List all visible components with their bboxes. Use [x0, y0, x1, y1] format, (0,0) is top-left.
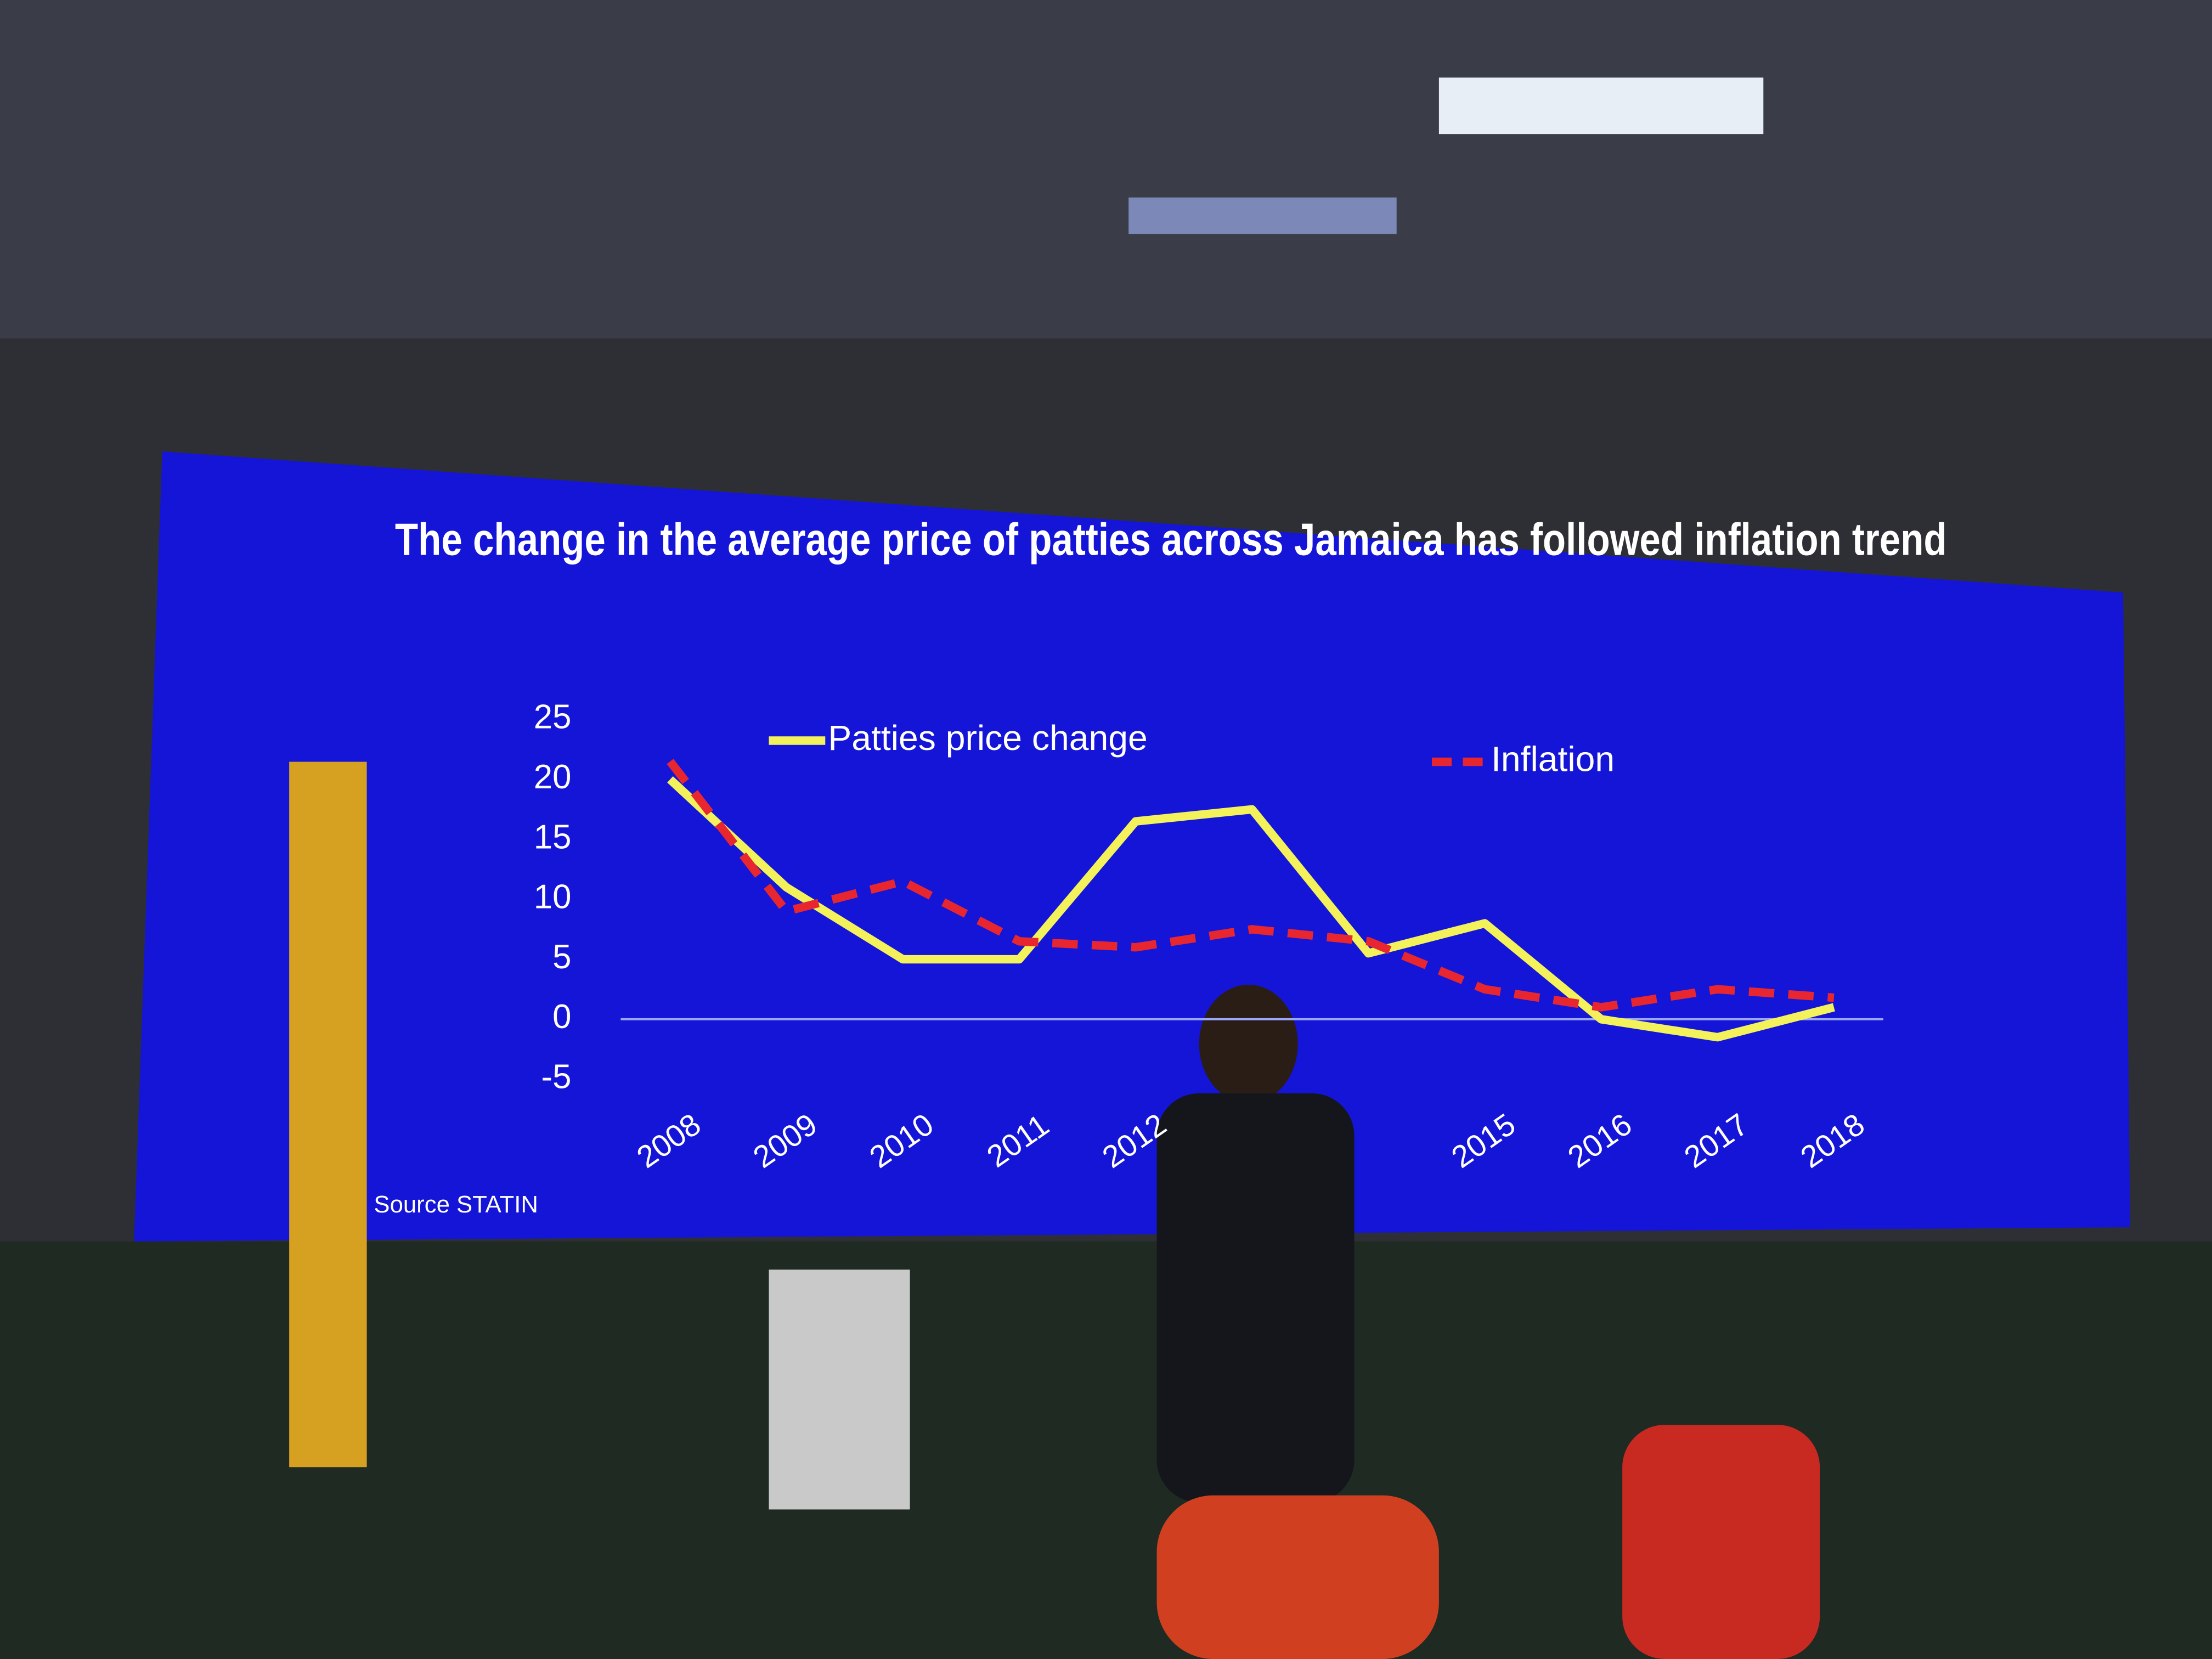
- audience-member: [1622, 1425, 1820, 1659]
- y-tick-label: 25: [534, 698, 572, 736]
- y-tick-label: 10: [534, 878, 572, 916]
- y-tick-label: 0: [552, 998, 571, 1036]
- chart-title: The change in the average price of patti…: [395, 515, 1947, 565]
- y-tick-label: -5: [541, 1058, 572, 1096]
- series-line: [667, 776, 1835, 1042]
- stage: [0, 1241, 2212, 1659]
- speaker-head: [1199, 984, 1298, 1103]
- legend-label: Patties price change: [828, 718, 1147, 758]
- series-line: [667, 759, 1835, 1012]
- screen: [134, 451, 2130, 1242]
- y-tick-label: 15: [534, 818, 572, 856]
- y-tick-label: 20: [534, 758, 572, 796]
- podium: [769, 1269, 910, 1510]
- legend-label: Inflation: [1491, 740, 1615, 779]
- flag: [289, 761, 367, 1468]
- vent: [1128, 198, 1397, 234]
- speaker-body: [1156, 1093, 1355, 1503]
- audience-member: [1156, 1495, 1439, 1659]
- ceiling-light: [1438, 77, 1764, 134]
- source-note: Source STATIN: [374, 1191, 538, 1218]
- y-tick-label: 5: [552, 938, 571, 976]
- ceiling: [0, 0, 2212, 339]
